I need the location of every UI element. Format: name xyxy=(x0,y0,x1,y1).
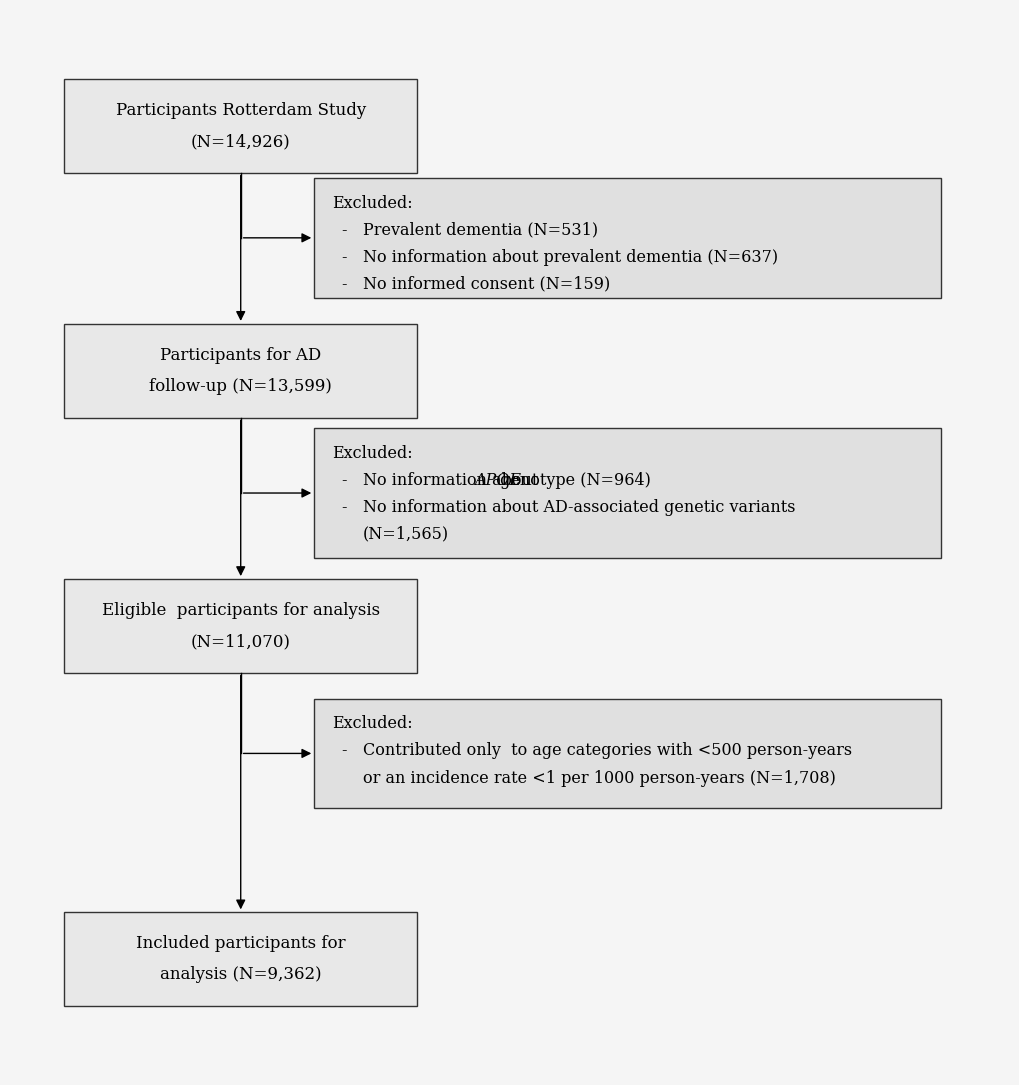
Text: APOE: APOE xyxy=(474,472,521,488)
Text: -: - xyxy=(341,248,346,266)
Text: Participants for AD: Participants for AD xyxy=(160,346,321,363)
Text: -: - xyxy=(341,742,346,760)
Text: Contributed only  to age categories with <500 person-years: Contributed only to age categories with … xyxy=(363,742,852,760)
Text: Participants Rotterdam Study: Participants Rotterdam Study xyxy=(115,102,366,118)
Text: Excluded:: Excluded: xyxy=(331,715,412,732)
Text: Eligible  participants for analysis: Eligible participants for analysis xyxy=(102,602,379,618)
Bar xyxy=(314,427,940,558)
Bar xyxy=(64,579,417,673)
Text: Excluded:: Excluded: xyxy=(331,194,412,212)
Bar xyxy=(314,178,940,297)
Text: Excluded:: Excluded: xyxy=(331,445,412,461)
Text: -: - xyxy=(341,276,346,293)
Text: Included participants for: Included participants for xyxy=(136,935,345,952)
Text: (N=11,070): (N=11,070) xyxy=(191,633,290,650)
Bar xyxy=(64,912,417,1006)
Text: analysis (N=9,362): analysis (N=9,362) xyxy=(160,967,321,983)
Bar xyxy=(64,79,417,173)
Text: No informed consent (N=159): No informed consent (N=159) xyxy=(363,276,609,293)
Text: Prevalent dementia (N=531): Prevalent dementia (N=531) xyxy=(363,221,598,239)
Text: -: - xyxy=(341,221,346,239)
Text: -: - xyxy=(341,499,346,515)
Text: -: - xyxy=(341,472,346,488)
Text: or an incidence rate <1 per 1000 person-years (N=1,708): or an incidence rate <1 per 1000 person-… xyxy=(363,769,836,787)
Bar xyxy=(64,323,417,418)
Text: follow-up (N=13,599): follow-up (N=13,599) xyxy=(149,378,332,395)
Bar xyxy=(314,699,940,808)
Text: No information about: No information about xyxy=(363,472,543,488)
Text: genotype (N=964): genotype (N=964) xyxy=(495,472,650,488)
Text: (N=14,926): (N=14,926) xyxy=(191,133,290,150)
Text: (N=1,565): (N=1,565) xyxy=(363,526,448,542)
Text: No information about AD-associated genetic variants: No information about AD-associated genet… xyxy=(363,499,795,515)
Text: No information about prevalent dementia (N=637): No information about prevalent dementia … xyxy=(363,248,777,266)
